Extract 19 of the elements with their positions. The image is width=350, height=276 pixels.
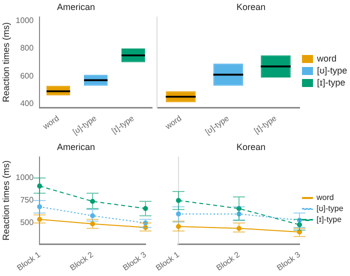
chart-title: Korean bbox=[236, 142, 266, 152]
legend-label: word bbox=[316, 53, 337, 64]
y-axis-title: Reaction times (ms) bbox=[0, 160, 11, 240]
y-tick-label: 500 bbox=[20, 218, 34, 228]
y-tick-label: 800 bbox=[20, 44, 34, 53]
legend-label: [ʊ]-type bbox=[316, 204, 344, 214]
y-tick-label: 400 bbox=[20, 98, 34, 108]
chart-title: American bbox=[56, 2, 96, 12]
y-tick-label: 1000 bbox=[16, 173, 34, 182]
legend-label: [ɪ]-type bbox=[316, 215, 342, 224]
legend-label: word bbox=[316, 193, 334, 202]
chart-title: Korean bbox=[236, 2, 266, 12]
y-axis-title: Reaction times (ms) bbox=[0, 22, 11, 102]
legend-label: [ɪ]-type bbox=[317, 77, 346, 88]
legend-label: [ʊ]-type bbox=[317, 65, 348, 76]
y-tick-label: 600 bbox=[20, 71, 34, 80]
y-tick-label: 750 bbox=[20, 196, 34, 205]
y-tick-label: 1000 bbox=[16, 16, 34, 26]
chart-title: American bbox=[56, 142, 96, 152]
